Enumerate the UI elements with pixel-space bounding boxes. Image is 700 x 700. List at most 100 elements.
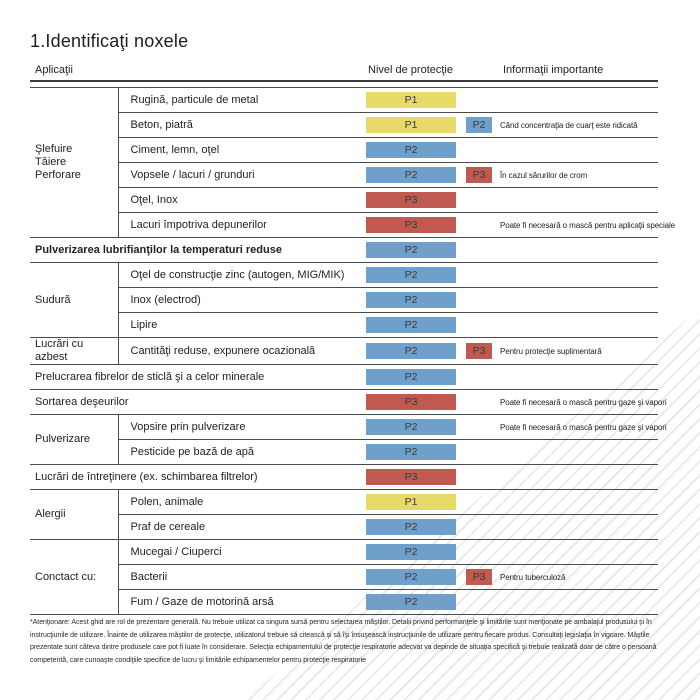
application-item: Cantităţi reduse, expunere ocazională	[118, 337, 366, 365]
protection-level-bar: P3	[366, 217, 456, 233]
protection-level-badge: P3	[466, 343, 492, 359]
important-info	[496, 439, 658, 465]
protection-level-cell: P2	[366, 364, 460, 390]
table-row: Fum / Gaze de motorină arsă P2	[30, 589, 658, 615]
important-info: Poate fi necesară o mască pentru gaze şi…	[496, 389, 667, 415]
table-row: Pesticide pe bază de apă P2	[30, 439, 658, 465]
application-category: Pulverizare	[30, 414, 119, 465]
table-row: Alergii Polen, animale P1	[30, 489, 658, 540]
application-item: Praf de cereale	[118, 514, 366, 540]
protection-level-bar: P2	[366, 419, 456, 435]
important-info	[496, 312, 658, 338]
application-category: Şlefuire Tăiere Perforare	[30, 87, 119, 238]
hazard-table-body: Şlefuire Tăiere Perforare Rugină, particu…	[30, 87, 675, 615]
table-row: Lucrări cu azbest Cantităţi reduse, expun…	[30, 337, 658, 365]
application-item: Prelucrarea fibrelor de sticlă şi a celo…	[30, 364, 366, 390]
column-header-important-info: Informaţii importante	[503, 64, 604, 76]
protection-level-cell: P2	[366, 162, 460, 188]
secondary-level-cell	[460, 364, 496, 390]
important-info	[496, 589, 658, 615]
protection-level-cell: P1	[366, 112, 460, 138]
secondary-level-cell	[460, 414, 496, 440]
application-category: Alergii	[30, 489, 119, 540]
secondary-level-cell: P3	[460, 162, 496, 188]
protection-level-bar: P1	[366, 494, 456, 510]
secondary-level-cell	[460, 514, 496, 540]
column-header-protection-level: Nivel de protecţie	[368, 64, 453, 76]
protection-level-bar: P2	[366, 343, 456, 359]
secondary-level-cell	[460, 237, 496, 263]
application-item: Bacterii	[118, 564, 366, 590]
protection-level-cell: P2	[366, 337, 460, 365]
protection-level-bar: P3	[366, 394, 456, 410]
protection-level-cell: P3	[366, 212, 460, 238]
application-item: Oţel de construcţie zinc (autogen, MIG/M…	[118, 262, 366, 288]
table-row: Beton, piatră P1 P2 Când concentraţia de cu…	[30, 112, 658, 138]
table-row: Oţel, Inox P3	[30, 187, 658, 213]
important-info: Pentru protecţie suplimentară	[496, 337, 658, 365]
protection-level-cell: P3	[366, 464, 460, 490]
table-row: Ciment, lemn, oţel P2	[30, 137, 658, 163]
secondary-level-cell	[460, 389, 496, 415]
table-row: Sudură Oţel de construcţie zinc (autogen,…	[30, 262, 658, 338]
secondary-level-cell	[460, 439, 496, 465]
table-row: Pulverizare Vopsire prin pulverizare P2 Poa…	[30, 414, 667, 465]
important-info	[496, 539, 658, 565]
protection-level-cell: P1	[366, 87, 460, 113]
table-row: Sortarea deşeurilor P3 Poate fi necesară o…	[30, 389, 667, 415]
table-row: Prelucrarea fibrelor de sticlă şi a celo…	[30, 364, 658, 390]
table-row: Vopsele / lacuri / grunduri P2 P3 În cazul …	[30, 162, 658, 188]
application-item: Fum / Gaze de motorină arsă	[118, 589, 366, 615]
important-info	[496, 489, 658, 515]
protection-level-bar: P2	[366, 519, 456, 535]
secondary-level-cell	[460, 312, 496, 338]
protection-level-badge: P3	[466, 167, 492, 183]
important-info	[496, 87, 658, 113]
protection-level-cell: P2	[366, 237, 460, 263]
secondary-level-cell	[460, 489, 496, 515]
application-item: Rugină, particule de metal	[118, 87, 366, 113]
secondary-level-cell	[460, 287, 496, 313]
application-category: Sudură	[30, 262, 119, 338]
secondary-level-cell	[460, 262, 496, 288]
protection-level-cell: P2	[366, 414, 460, 440]
table-row: Bacterii P2 P3 Pentru tuberculoză	[30, 564, 658, 590]
protection-level-bar: P2	[366, 142, 456, 158]
protection-level-cell: P2	[366, 312, 460, 338]
protection-level-cell: P2	[366, 262, 460, 288]
application-category: Conctact cu:	[30, 539, 119, 615]
table-row: Lucrări de întreţinere (ex. schimbarea f…	[30, 464, 658, 490]
important-info: Când concentraţia de cuarţ este ridicată	[496, 112, 658, 138]
important-info	[496, 364, 658, 390]
protection-level-cell: P1	[366, 489, 460, 515]
protection-level-bar: P2	[366, 594, 456, 610]
protection-level-bar: P2	[366, 242, 456, 258]
application-item: Oţel, Inox	[118, 187, 366, 213]
table-row: Inox (electrod) P2	[30, 287, 658, 313]
protection-level-cell: P3	[366, 389, 460, 415]
application-item: Lipire	[118, 312, 366, 338]
secondary-level-cell	[460, 464, 496, 490]
application-item: Polen, animale	[118, 489, 366, 515]
important-info	[496, 187, 658, 213]
secondary-level-cell: P3	[460, 564, 496, 590]
protection-level-badge: P2	[466, 117, 492, 133]
table-row: Pulverizarea lubrifianţilor la temperatu…	[30, 237, 658, 263]
application-item: Vopsire prin pulverizare	[118, 414, 366, 440]
protection-level-bar: P1	[366, 117, 456, 133]
table-header: Aplicaţii Nivel de protecţie Informaţii …	[30, 61, 658, 82]
protection-level-cell: P2	[366, 564, 460, 590]
protection-level-bar: P2	[366, 167, 456, 183]
column-header-applications: Aplicaţii	[35, 64, 73, 76]
table-row: Lipire P2	[30, 312, 658, 338]
application-item: Ciment, lemn, oţel	[118, 137, 366, 163]
application-item: Vopsele / lacuri / grunduri	[118, 162, 366, 188]
secondary-level-cell	[460, 87, 496, 113]
important-info	[496, 287, 658, 313]
protection-level-bar: P1	[366, 92, 456, 108]
application-item: Pulverizarea lubrifianţilor la temperatu…	[30, 237, 366, 263]
important-info: Poate fi necesară o mască pentru aplicaţ…	[496, 212, 675, 238]
application-item: Pesticide pe bază de apă	[118, 439, 366, 465]
protection-level-cell: P2	[366, 514, 460, 540]
